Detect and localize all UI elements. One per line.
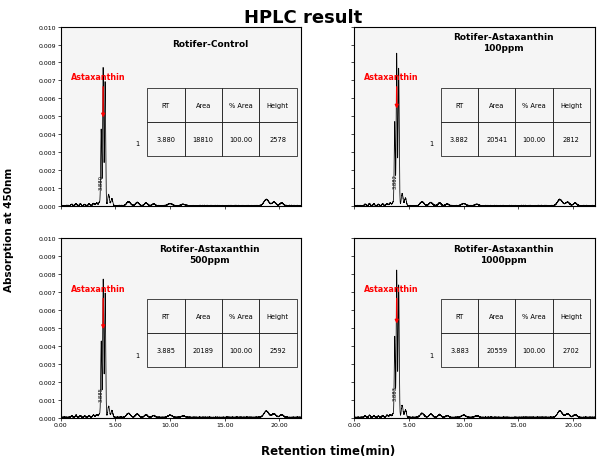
Text: 1: 1 [135,353,140,358]
Text: Rotifer-Astaxanthin
1000ppm: Rotifer-Astaxanthin 1000ppm [453,244,554,264]
Text: Astaxanthin: Astaxanthin [70,73,125,82]
Text: Astaxanthin: Astaxanthin [364,284,419,293]
Text: Rotifer-Astaxanthin
100ppm: Rotifer-Astaxanthin 100ppm [453,33,554,53]
Text: Rotifer-Control: Rotifer-Control [172,40,248,49]
Text: 3.880: 3.880 [99,175,104,190]
Text: Absorption at 450nm: Absorption at 450nm [4,168,14,291]
Text: 1: 1 [429,141,433,147]
Text: Retention time(min): Retention time(min) [260,444,395,457]
Text: HPLC result: HPLC result [245,9,362,27]
Text: 3.882: 3.882 [392,174,397,188]
Text: Rotifer-Astaxanthin
500ppm: Rotifer-Astaxanthin 500ppm [160,244,260,264]
Text: 1: 1 [135,141,140,147]
Text: Astaxanthin: Astaxanthin [70,284,125,293]
Text: 3.883: 3.883 [392,385,397,400]
Text: 3.885: 3.885 [99,386,104,401]
Text: 1: 1 [429,353,433,358]
Text: Astaxanthin: Astaxanthin [364,73,419,82]
